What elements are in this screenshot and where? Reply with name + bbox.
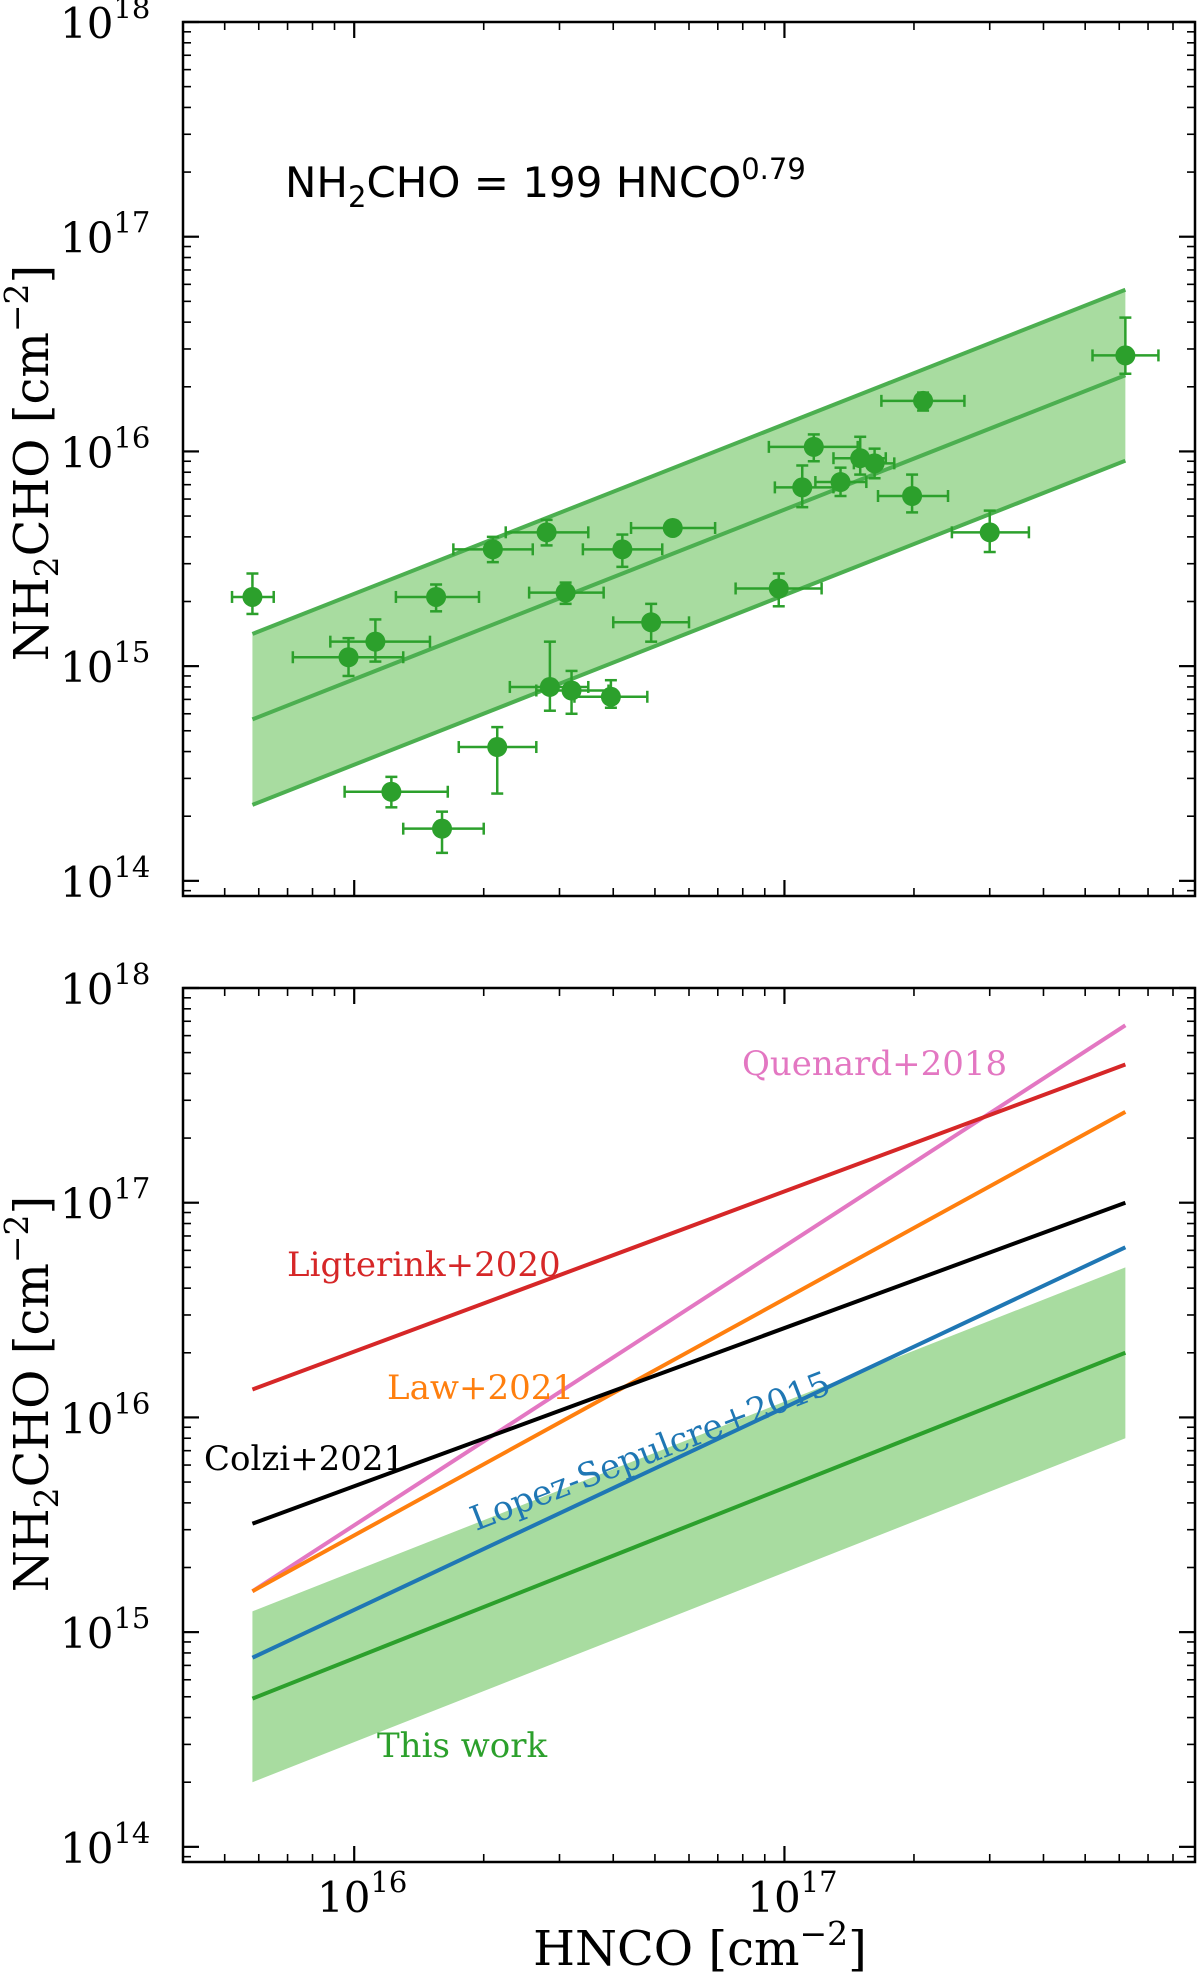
x-tick-label: 1016 [317, 1865, 407, 1922]
y-tick-label: 1016 [60, 1386, 150, 1443]
data-point-marker [803, 436, 824, 457]
fit-equation-annotation: NH2CHO = 199 HNCO0.79 [285, 152, 806, 214]
y-tick-label: 1015 [60, 635, 150, 692]
bottom-y-axis-label: NH2CHO [cm−2] [0, 1196, 66, 1593]
data-point [535, 669, 610, 716]
series-label-law-2021: Law+2021 [387, 1368, 574, 1408]
bottom-y-tick-labels: 1014 1015 1016 1017 1018 [60, 957, 150, 1873]
data-point-marker [600, 686, 621, 707]
data-point-marker [768, 578, 789, 599]
data-point-marker [561, 680, 582, 701]
data-point [950, 509, 1031, 554]
data-point-marker [432, 818, 453, 839]
series-label-this-work: This work [377, 1726, 548, 1766]
data-point-marker [641, 612, 662, 633]
data-point-marker [487, 737, 508, 758]
top-plot-frame [181, 20, 1197, 898]
data-point [880, 390, 966, 412]
series-line-law-2021 [251, 1110, 1127, 1594]
y-tick-label: 1017 [60, 1172, 150, 1229]
data-point [734, 572, 823, 608]
data-point-marker [612, 539, 633, 560]
data-point [581, 533, 664, 569]
top-fit-lower-line [251, 458, 1127, 807]
top-data-points-layer [230, 316, 1160, 855]
data-point-marker [864, 453, 885, 474]
data-point [629, 517, 717, 538]
data-point-marker [979, 522, 1000, 543]
series-line-colzi-2021 [251, 1200, 1127, 1526]
y-tick-label: 1016 [60, 420, 150, 477]
series-line-ligterink-2020 [251, 1062, 1127, 1392]
data-point [876, 473, 950, 514]
series-label-colzi-2021: Colzi+2021 [204, 1439, 405, 1479]
top-fit-upper-line [251, 287, 1127, 636]
data-point [611, 602, 691, 643]
data-point-marker [792, 477, 813, 498]
y-tick-label: 1018 [60, 0, 150, 48]
x-axis-label: HNCO [cm−2] [533, 1914, 867, 1977]
top-y-axis-label: NH2CHO [cm−2] [0, 265, 66, 662]
data-point-marker [426, 586, 447, 607]
data-point-marker [539, 676, 560, 697]
bottom-x-tick-labels: 1016 1017 [317, 1865, 838, 1922]
y-tick-label: 1018 [60, 957, 150, 1014]
y-tick-label: 1014 [60, 1816, 150, 1873]
bottom-ticks-layer [182, 986, 1196, 1862]
data-point [343, 775, 450, 809]
data-point [1091, 316, 1160, 376]
series-label-ligterink-2020: Ligterink+2020 [287, 1245, 561, 1285]
data-point [852, 447, 896, 480]
data-point [773, 464, 835, 509]
data-point [573, 678, 649, 709]
data-point [452, 535, 534, 564]
y-tick-label: 1014 [60, 850, 150, 907]
data-point-marker [662, 517, 683, 538]
series-line-lopez-sepulcre-2015 [251, 1245, 1127, 1660]
data-point-marker [1115, 345, 1136, 366]
top-y-tick-labels: 1014 1015 1016 1017 1018 [60, 0, 150, 907]
bottom-panel: 1014 1015 1016 1017 1018 1016 1017 Quenard+20… [0, 957, 1197, 1977]
data-point-marker [555, 582, 576, 603]
data-point-marker [830, 472, 851, 493]
y-tick-label: 1015 [60, 1601, 150, 1658]
data-point [401, 810, 485, 855]
data-point [814, 466, 868, 498]
data-point [767, 433, 859, 463]
data-point [291, 636, 405, 678]
data-point-marker [913, 390, 934, 411]
data-point [329, 618, 432, 663]
data-point-marker [242, 586, 263, 607]
data-point [527, 581, 605, 606]
top-panel: 1014 1015 1016 1017 1018 NH2CHO = 199 HNCO0.… [0, 0, 1197, 907]
x-tick-label: 1017 [747, 1865, 837, 1922]
data-point-marker [365, 631, 386, 652]
data-point [394, 583, 481, 613]
data-point-marker [902, 485, 923, 506]
top-fit-lines-layer [251, 287, 1127, 807]
data-point [457, 725, 538, 795]
data-point-marker [338, 647, 359, 668]
top-fit-line [251, 373, 1127, 722]
data-point [230, 572, 275, 616]
data-point-marker [536, 522, 557, 543]
bottom-plot-frame [181, 986, 1197, 1864]
data-point-marker [482, 539, 503, 560]
y-tick-label: 1017 [60, 206, 150, 263]
data-point-marker [381, 781, 402, 802]
series-label-quenard-2018: Quenard+2018 [742, 1044, 1007, 1084]
data-point [504, 518, 590, 547]
bottom-series-lines-layer [251, 1023, 1127, 1701]
series-line-this-work [251, 1350, 1127, 1701]
